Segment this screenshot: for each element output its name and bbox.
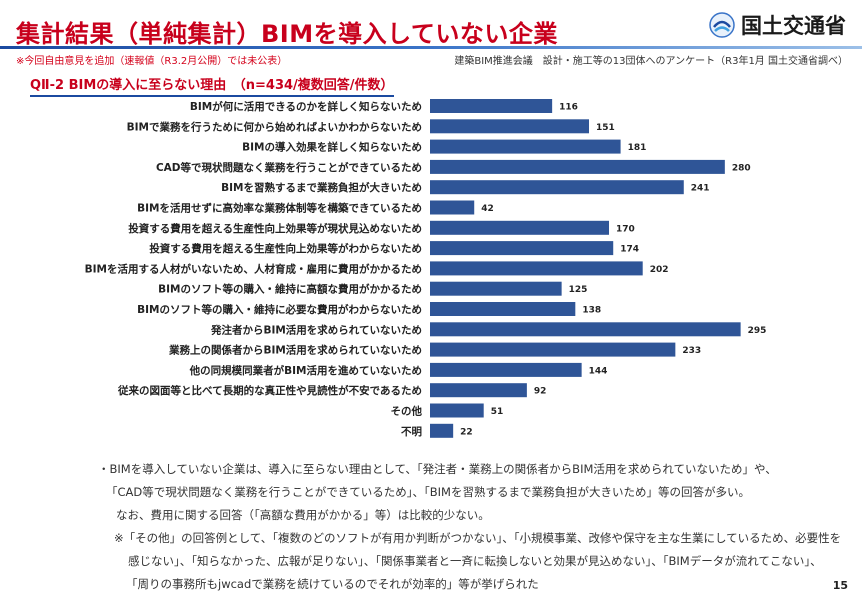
- update-note: ※今回自由意見を追加（速報値（R3.2月公開）では未公表）: [16, 56, 288, 67]
- value-label: 92: [534, 387, 547, 397]
- bar: [430, 342, 676, 357]
- value-label: 295: [748, 326, 767, 336]
- bar: [430, 362, 582, 377]
- bar: [430, 302, 576, 316]
- value-label: 151: [596, 123, 615, 133]
- value-label: 138: [582, 306, 601, 316]
- value-label: 233: [682, 346, 701, 356]
- category-label: BIMを活用する人材がいないため、人材育成・雇用に費用がかかるため: [85, 262, 422, 275]
- category-label: BIMを活用せずに高効率な業務体制等を構築できているため: [137, 202, 422, 215]
- footer-line-3: なお、費用に関する回答（「高額な費用がかかる」等）は比較的少ない。: [116, 508, 490, 522]
- bar-chart: BIMが何に活用できるのかを詳しく知らないため 116 BIMで業務を行うために何か…: [85, 99, 767, 438]
- bar: [430, 261, 643, 276]
- category-label: 投資する費用を超える生産性向上効果等がわからないため: [149, 242, 422, 255]
- category-label: BIMで業務を行うために何から始めればよいかわからないため: [127, 120, 422, 133]
- value-label: 22: [460, 427, 473, 437]
- footer-line-5: 感じない」、「知らなかった、広報が足りない」、「関係事業者と一斉に転換しないと効…: [128, 554, 822, 568]
- bar: [430, 159, 725, 174]
- category-label: BIMのソフト等の購入・維持に高額な費用がかかるため: [158, 283, 422, 296]
- bar: [430, 241, 614, 256]
- category-label: 従来の図面等と比べて長期的な真正性や見読性が不安であるため: [117, 384, 422, 397]
- bar: [430, 200, 475, 215]
- mlit-logo: 国土交通省: [709, 10, 846, 40]
- footer-line-1: ・BIMを導入していない企業は、導入に至らない理由として、「発注者・業務上の関係…: [98, 462, 777, 476]
- footer-line-4: ※「その他」の回答例として、「複数のどのソフトが有用か判断がつかない」、「小規模…: [114, 531, 842, 545]
- value-label: 174: [620, 245, 639, 255]
- footer-line-2: 「CAD等で現状問題なく業務を行うことができているため」、「BIMを習熟するまで…: [106, 485, 750, 499]
- category-label: 発注者からBIM活用を求められていないため: [210, 323, 422, 336]
- value-label: 202: [650, 265, 669, 275]
- value-label: 181: [628, 143, 647, 153]
- category-label: 他の同規模同業者がBIM活用を進めていないため: [189, 364, 422, 377]
- category-label: 業務上の関係者からBIM活用を求められていないため: [168, 344, 422, 357]
- value-label: 241: [691, 184, 710, 194]
- header-rule: [0, 46, 862, 49]
- value-label: 280: [732, 163, 751, 173]
- category-label: BIMが何に活用できるのかを詳しく知らないため: [190, 100, 422, 113]
- bar: [430, 180, 684, 195]
- value-label: 125: [569, 285, 588, 295]
- page-number: 15: [832, 579, 848, 592]
- value-label: 51: [491, 407, 504, 417]
- category-label: BIMの導入効果を詳しく知らないため: [242, 141, 422, 154]
- bar: [430, 99, 553, 113]
- bar: [430, 383, 527, 398]
- bar: [430, 139, 621, 154]
- category-label: 投資する費用を超える生産性向上効果等が現状見込めないため: [128, 222, 422, 235]
- category-label: その他: [391, 405, 423, 418]
- category-label: 不明: [401, 426, 422, 438]
- mlit-logo-text: 国土交通省: [741, 14, 846, 38]
- bar: [430, 281, 562, 296]
- value-label: 42: [481, 204, 494, 214]
- value-label: 144: [589, 366, 608, 376]
- mlit-emblem-icon: [709, 12, 735, 38]
- footer-line-6: 「周りの事務所もjwcadで業務を続けているのでそれが効率的」等が挙げられた: [126, 577, 539, 591]
- category-label: BIMを習熟するまで業務負担が大きいため: [221, 181, 422, 194]
- bar: [430, 322, 741, 337]
- page-title: 集計結果（単純集計）BIMを導入していない企業: [16, 20, 558, 48]
- category-label: CAD等で現状問題なく業務を行うことができているため: [156, 161, 422, 174]
- value-label: 116: [559, 103, 578, 113]
- value-label: 170: [616, 224, 635, 234]
- bar: [430, 119, 590, 134]
- source-note: 建築BIM推進会議 設計・施工等の13団体へのアンケート（R3年1月 国土交通省…: [454, 56, 848, 67]
- category-label: BIMのソフト等の購入・維持に必要な費用がわからないため: [137, 303, 422, 316]
- chart-subtitle: QⅡ-2 BIMの導入に至らない理由 （n=434/複数回答/件数）: [30, 74, 394, 97]
- bar: [430, 423, 454, 438]
- bar: [430, 220, 610, 235]
- bar: [430, 403, 484, 418]
